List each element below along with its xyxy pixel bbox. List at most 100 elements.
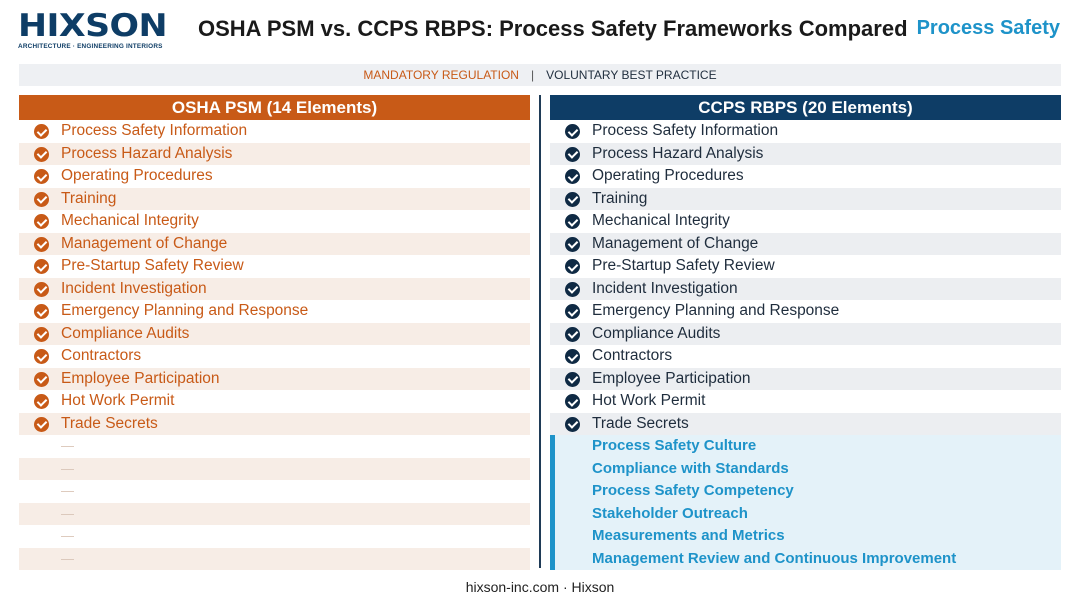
empty-dash: — [61,528,74,543]
ccps-additional-element-row: Management Review and Continuous Improve… [550,547,1061,570]
ccps-element-row: Incident Investigation [550,277,1061,300]
osha-element-row: Training [19,187,530,210]
ccps-additional-element-row: Process Safety Competency [550,480,1061,503]
element-label: Employee Participation [61,369,220,387]
check-circle-icon [34,236,49,252]
ccps-element-row: Employee Participation [550,367,1061,390]
element-label: Management of Change [592,234,759,252]
check-circle-icon [565,214,580,229]
hixson-logo: HIXSON ARCHITECTURE · ENGINEERING INTERI… [18,10,178,50]
ccps-element-list: Process Safety Information Process Hazard… [550,120,1061,570]
check-circle-icon [34,169,49,184]
ccps-element-row: Process Hazard Analysis [550,142,1061,165]
ccps-element-row: Mechanical Integrity [550,210,1061,233]
check-circle-icon [565,236,580,252]
osha-element-list: Process Safety Information Process Hazard… [19,120,530,570]
ccps-element-row: Training [550,187,1061,210]
ccps-element-row: Emergency Planning and Response [550,300,1061,323]
ccps-additional-element-row: Process Safety Culture [550,435,1061,458]
check-circle-icon [34,214,49,229]
ccps-element-row: Trade Secrets [550,412,1061,435]
osha-empty-row: — [19,457,530,480]
osha-element-row: Incident Investigation [19,277,530,300]
check-circle-icon [565,191,580,207]
element-label: Incident Investigation [592,279,738,297]
element-label: Process Safety Culture [592,437,757,454]
legend-mandatory: MANDATORY REGULATION [363,68,519,82]
osha-element-row: Contractors [19,345,530,368]
check-circle-icon [34,416,49,432]
check-circle-icon [565,146,580,162]
legend-separator: | [530,68,535,82]
osha-element-row: Process Safety Information [19,120,530,143]
topic-badge: Process Safety [916,17,1060,39]
empty-dash: — [61,438,74,453]
osha-element-row: Process Hazard Analysis [19,142,530,165]
check-circle-icon [565,259,580,274]
element-label: Stakeholder Outreach [592,504,748,522]
element-label: Management of Change [61,234,228,252]
element-label: Mechanical Integrity [592,212,730,229]
element-label: Training [61,189,117,207]
page-title: OSHA PSM vs. CCPS RBPS: Process Safety F… [198,16,908,41]
element-label: Compliance Audits [61,324,190,342]
check-circle-icon [565,416,580,432]
ccps-element-row: Operating Procedures [550,165,1061,188]
element-label: Operating Procedures [61,167,213,184]
osha-empty-row: — [19,502,530,525]
ccps-element-row: Compliance Audits [550,322,1061,345]
element-label: Trade Secrets [61,414,158,432]
element-label: Contractors [61,347,142,364]
check-circle-icon [34,191,49,207]
element-label: Emergency Planning and Response [61,302,309,319]
osha-column-heading: OSHA PSM (14 Elements) [19,95,530,120]
ccps-column-heading: CCPS RBPS (20 Elements) [550,95,1061,120]
element-label: Employee Participation [592,369,751,387]
ccps-additional-element-row: Measurements and Metrics [550,525,1061,548]
element-label: Mechanical Integrity [61,212,199,229]
header: HIXSON ARCHITECTURE · ENGINEERING INTERI… [0,0,1080,60]
element-label: Compliance Audits [592,324,721,342]
check-circle-icon [34,326,49,342]
element-label: Hot Work Permit [592,392,706,409]
element-label: Process Safety Information [61,122,248,139]
ccps-element-row: Contractors [550,345,1061,368]
logo-wordmark: HIXSON [18,8,168,44]
osha-element-row: Employee Participation [19,367,530,390]
element-label: Compliance with Standards [592,459,789,477]
element-label: Emergency Planning and Response [592,302,840,319]
ccps-element-row: Hot Work Permit [550,390,1061,413]
osha-element-row: Trade Secrets [19,412,530,435]
osha-element-row: Operating Procedures [19,165,530,188]
element-label: Pre-Startup Safety Review [61,257,244,274]
osha-element-row: Compliance Audits [19,322,530,345]
osha-empty-row: — [19,525,530,548]
element-label: Hot Work Permit [61,392,175,409]
element-label: Training [592,189,648,207]
check-circle-icon [565,304,580,319]
osha-element-row: Pre-Startup Safety Review [19,255,530,278]
element-label: Management Review and Continuous Improve… [592,549,957,567]
check-circle-icon [34,124,49,139]
osha-element-row: Emergency Planning and Response [19,300,530,323]
check-circle-icon [565,371,580,387]
check-circle-icon [565,326,580,342]
check-circle-icon [34,259,49,274]
check-circle-icon [34,281,49,297]
ccps-element-row: Pre-Startup Safety Review [550,255,1061,278]
logo-tagline: ARCHITECTURE · ENGINEERING INTERIORS [18,43,163,50]
check-circle-icon [34,304,49,319]
osha-empty-row: — [19,435,530,458]
element-label: Process Safety Information [592,122,779,139]
ccps-additional-element-row: Stakeholder Outreach [550,502,1061,525]
element-label: Trade Secrets [592,414,689,432]
element-label: Incident Investigation [61,279,207,297]
check-circle-icon [565,124,580,139]
element-label: Process Hazard Analysis [592,144,764,162]
element-label: Contractors [592,347,673,364]
check-circle-icon [565,281,580,297]
empty-dash: — [61,505,74,521]
footer-text: hixson-inc.com · Hixson [465,579,615,595]
osha-empty-row: — [19,480,530,503]
ccps-element-row: Management of Change [550,232,1061,255]
